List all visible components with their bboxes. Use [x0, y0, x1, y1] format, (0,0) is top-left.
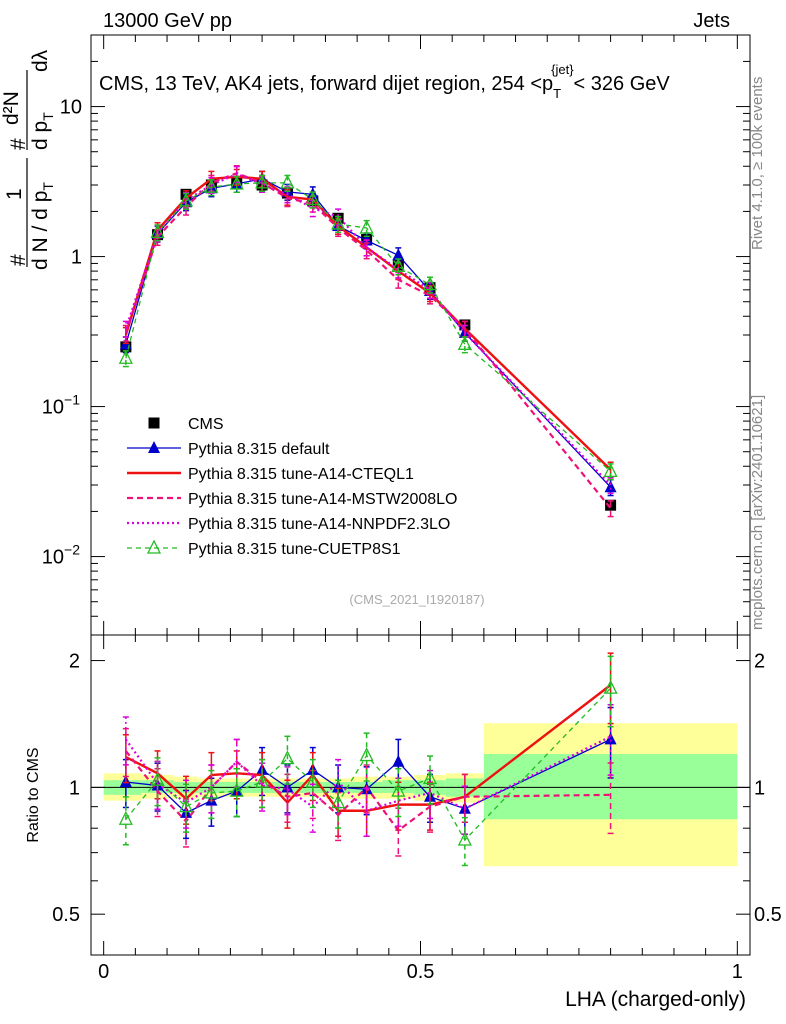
- nnpdf-line: [124, 172, 612, 486]
- cuetp8s1-ratio-point: [255, 773, 270, 788]
- header-left: 13000 GeV pp: [103, 10, 232, 32]
- cuetp8s1-point: [255, 174, 270, 189]
- series-nnpdf: [122, 165, 614, 495]
- ratio-y-tick-label-right: 0.5: [754, 904, 782, 926]
- main-y-tick-label: 10−1: [42, 392, 80, 419]
- svg-text:d N / d pT: d N / d pT: [29, 182, 56, 270]
- cuetp8s1-point: [305, 191, 320, 206]
- svg-text:dλ: dλ: [29, 49, 52, 72]
- cuetp8s1-point: [457, 335, 472, 350]
- cuetp8s1-ratio-point: [204, 784, 219, 799]
- default-ratio-point: [604, 732, 617, 745]
- cuetp8s1-ratio-point: [178, 798, 194, 813]
- cuetp8s1-ratio-point: [280, 750, 295, 765]
- legend-label: Pythia 8.315 default: [188, 441, 330, 458]
- legend-marker: [148, 417, 160, 429]
- cuetp8s1-point: [359, 219, 374, 234]
- x-tick-label: 1: [732, 961, 743, 983]
- series-cuetp8s1: [118, 174, 618, 481]
- default-ratio-line: [125, 738, 611, 814]
- series-mstw: [122, 164, 614, 518]
- legend-entry-data: CMS: [148, 416, 224, 433]
- mcplots-url: mcplots.cern.ch [arXiv:2401.10621]: [749, 395, 766, 630]
- main-y-tick-label: 10: [60, 97, 82, 119]
- x-tick-label: 0.5: [407, 961, 435, 983]
- legend-entry-default: Pythia 8.315 default: [127, 441, 330, 458]
- main-y-axis-label: # 1 d N / d pT # d²N d pT dλ: [0, 49, 56, 270]
- cuetp8s1-ratio-point: [305, 773, 320, 788]
- main-y-tick-label: 1: [71, 247, 82, 269]
- cuetp8s1-point: [422, 276, 438, 291]
- nnpdf-ratio-line: [124, 735, 612, 813]
- svg-text:d pT: d pT: [29, 112, 56, 150]
- ratio-plot-area: [91, 652, 750, 867]
- default-line: [125, 178, 612, 488]
- legend-label: Pythia 8.315 tune-A14-NNPDF2.3LO: [188, 516, 450, 533]
- cuetp8s1-point: [118, 349, 133, 364]
- cuetp8s1-ratio-point: [457, 831, 472, 846]
- ratio-y-tick-label-left: 2: [69, 651, 80, 673]
- cteql1-ratio-line: [125, 684, 612, 812]
- ratio-y-axis-label: Ratio to CMS: [25, 747, 42, 842]
- cuetp8s1-point: [331, 215, 346, 230]
- ratio-y-axis: 0.5 0.5 1 1 2 2: [52, 651, 782, 956]
- x-axis: 0 0.5 1: [98, 35, 743, 983]
- legend-entry-nnpdf: Pythia 8.315 tune-A14-NNPDF2.3LO: [127, 516, 450, 533]
- cuetp8s1-point: [229, 175, 244, 190]
- svg-text:1: 1: [3, 188, 26, 200]
- legend: CMS Pythia 8.315 default Pythia 8.315 tune…: [127, 416, 457, 558]
- cuetp8s1-ratio-point: [359, 747, 374, 762]
- legend-label: Pythia 8.315 tune-CUETP8S1: [188, 541, 401, 558]
- legend-entry-cteql1: Pythia 8.315 tune-A14-CTEQL1: [127, 466, 414, 483]
- legend-marker: [148, 441, 160, 453]
- legend-label: Pythia 8.315 tune-A14-MSTW2008LO: [188, 491, 457, 508]
- cuetp8s1-point: [150, 223, 165, 239]
- svg-text:d²N: d²N: [0, 91, 23, 125]
- cuetp8s1-point: [204, 178, 219, 193]
- legend-entry-mstw: Pythia 8.315 tune-A14-MSTW2008LO: [127, 491, 457, 508]
- cuetp8s1-ratio-point: [150, 771, 165, 786]
- ratio-y-tick-label-right: 2: [754, 651, 765, 673]
- cuetp8s1-point: [280, 174, 295, 189]
- legend-label: CMS: [188, 416, 224, 433]
- legend-label: Pythia 8.315 tune-A14-CTEQL1: [188, 466, 414, 483]
- cuetp8s1-point: [178, 192, 194, 207]
- analysis-id: (CMS_2021_I1920187): [349, 592, 484, 607]
- cuetp8s1-ratio-line: [125, 687, 612, 842]
- main-plot-area: [118, 164, 618, 518]
- ratio-y-tick-label-right: 1: [754, 777, 765, 799]
- header-right: Jets: [693, 10, 730, 32]
- cuetp8s1-ratio-point: [603, 679, 618, 694]
- legend-marker: [146, 539, 162, 554]
- svg-text:#: #: [7, 138, 30, 150]
- main-y-axis: 10−2 10−1 1 10: [42, 34, 750, 636]
- cuetp8s1-ratio-point: [229, 782, 244, 797]
- plot-title: CMS, 13 TeV, AK4 jets, forward dijet reg…: [99, 62, 670, 101]
- cuetp8s1-line: [125, 182, 612, 472]
- cuetp8s1-ratio-point: [118, 810, 133, 825]
- cuetp8s1-point: [603, 462, 618, 477]
- legend-entry-cuetp8s1: Pythia 8.315 tune-CUETP8S1: [127, 539, 401, 558]
- x-tick-label: 0: [98, 961, 109, 983]
- default-ratio-point: [392, 754, 405, 767]
- default-point: [604, 480, 617, 493]
- cuetp8s1-ratio-point: [391, 782, 406, 797]
- rivet-version: Rivet 4.1.0, ≥ 100k events: [749, 77, 766, 250]
- cuetp8s1-point: [391, 257, 406, 273]
- svg-text:#: #: [7, 254, 30, 266]
- ratio-y-tick-label-left: 0.5: [52, 904, 80, 926]
- x-axis-label: LHA (charged-only): [565, 988, 746, 1011]
- mstw-ratio-line: [124, 750, 611, 833]
- series-data: [120, 177, 617, 511]
- cuetp8s1-ratio-point: [331, 794, 346, 809]
- ratio-series-nnpdf: [122, 704, 614, 837]
- main-y-tick-label: 10−2: [42, 542, 80, 569]
- default-point: [392, 248, 405, 261]
- ratio-series-cuetp8s1: [118, 655, 618, 867]
- ratio-y-tick-label-left: 1: [69, 777, 80, 799]
- cuetp8s1-ratio-point: [422, 769, 438, 785]
